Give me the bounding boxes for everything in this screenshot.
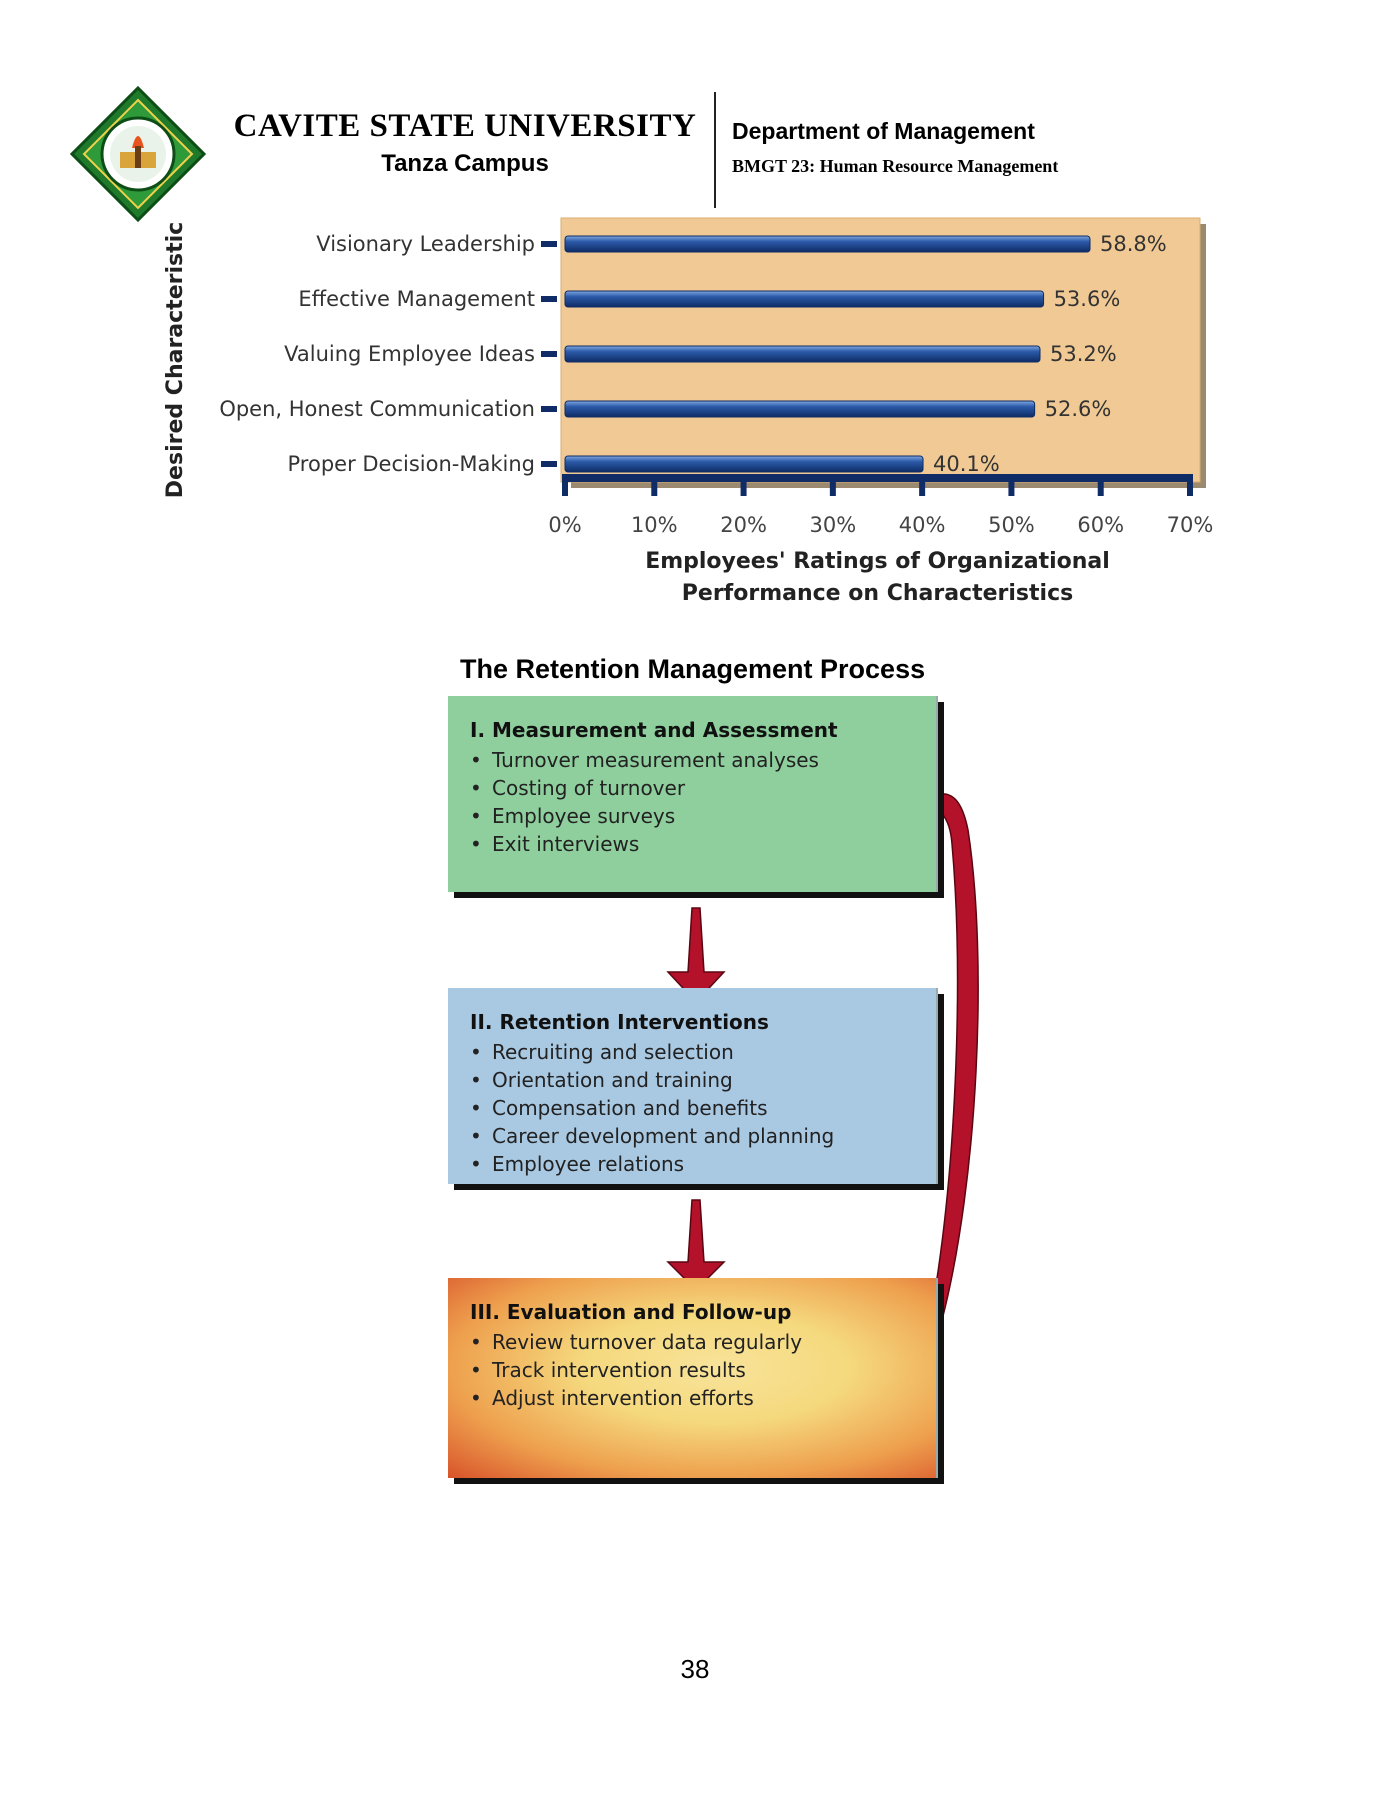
- x-tick-label: 70%: [1167, 513, 1214, 537]
- process-title: The Retention Management Process: [460, 654, 926, 684]
- list-item: Adjust intervention efforts: [470, 1384, 916, 1412]
- x-axis-tick: [651, 474, 658, 496]
- x-axis-tick: [740, 474, 747, 496]
- bar-value-label: 53.6%: [1054, 287, 1121, 311]
- x-tick-label: 30%: [810, 513, 857, 537]
- x-axis-tick: [919, 474, 926, 496]
- list-item: Recruiting and selection: [470, 1038, 916, 1066]
- list-item: Orientation and training: [470, 1066, 916, 1094]
- bar-value-label: 58.8%: [1100, 232, 1167, 256]
- page-number: 38: [680, 1654, 710, 1684]
- bar: [564, 345, 1041, 363]
- list-item: Career development and planning: [470, 1122, 916, 1150]
- stage-items: Review turnover data regularly Track int…: [470, 1328, 916, 1412]
- bar-value-label: 53.2%: [1050, 342, 1117, 366]
- x-tick-label: 0%: [548, 513, 581, 537]
- header-divider: [714, 92, 716, 208]
- university-seal-icon: [70, 86, 206, 222]
- category-tick: [541, 241, 557, 247]
- stage-measurement-assessment: I. Measurement and Assessment Turnover m…: [448, 696, 938, 892]
- category-tick: [541, 406, 557, 412]
- list-item: Turnover measurement analyses: [470, 746, 916, 774]
- category-label: Valuing Employee Ideas: [284, 342, 535, 366]
- bar-value-label: 40.1%: [933, 452, 1000, 476]
- list-item: Costing of turnover: [470, 774, 916, 802]
- category-label: Proper Decision-Making: [288, 452, 535, 476]
- x-axis-tick: [1008, 474, 1015, 496]
- list-item: Track intervention results: [470, 1356, 916, 1384]
- x-axis-tick: [829, 474, 836, 496]
- list-item: Exit interviews: [470, 830, 916, 858]
- stage-evaluation-follow-up: III. Evaluation and Follow-up Review tur…: [448, 1278, 938, 1478]
- x-axis-title-line-2: Performance on Characteristics: [682, 581, 1073, 606]
- x-axis-tick: [1097, 474, 1104, 496]
- stage-items: Turnover measurement analyses Costing of…: [470, 746, 916, 858]
- department-name: Department of Management: [732, 118, 1035, 144]
- y-axis-title: Desired Characteristic: [163, 222, 188, 498]
- list-item: Employee surveys: [470, 802, 916, 830]
- stage-retention-interventions: II. Retention Interventions Recruiting a…: [448, 988, 938, 1184]
- down-arrow-2-icon: [666, 1199, 726, 1292]
- category-tick: [541, 461, 557, 467]
- list-item: Compensation and benefits: [470, 1094, 916, 1122]
- x-axis-title-line-1: Employees' Ratings of Organizational: [645, 549, 1110, 574]
- bar: [564, 235, 1091, 253]
- x-tick-label: 60%: [1077, 513, 1124, 537]
- bar: [564, 290, 1045, 308]
- x-axis-tick: [1187, 474, 1193, 496]
- bar: [564, 455, 924, 473]
- x-axis-line: [565, 474, 1192, 482]
- x-tick-label: 50%: [988, 513, 1035, 537]
- ratings-bar-chart: Desired Characteristic Visionary Leadersh…: [163, 217, 1214, 606]
- category-label: Effective Management: [298, 287, 535, 311]
- list-item: Review turnover data regularly: [470, 1328, 916, 1356]
- category-label: Open, Honest Communication: [219, 397, 535, 421]
- stage-heading: III. Evaluation and Follow-up: [470, 1300, 792, 1324]
- category-label: Visionary Leadership: [316, 232, 535, 256]
- x-tick-label: 10%: [631, 513, 678, 537]
- x-tick-label: 40%: [899, 513, 946, 537]
- university-name: CAVITE STATE UNIVERSITY: [233, 108, 697, 144]
- bar: [564, 400, 1036, 418]
- x-tick-label: 20%: [720, 513, 767, 537]
- stage-heading: II. Retention Interventions: [470, 1010, 769, 1034]
- stage-heading: I. Measurement and Assessment: [470, 718, 838, 742]
- stage-items: Recruiting and selection Orientation and…: [470, 1038, 916, 1178]
- list-item: Employee relations: [470, 1150, 916, 1178]
- x-axis-tick: [562, 474, 568, 496]
- course-title: BMGT 23: Human Resource Management: [732, 156, 1059, 176]
- campus-name: Tanza Campus: [381, 150, 549, 177]
- category-tick: [541, 296, 557, 302]
- down-arrow-1-icon: [666, 907, 726, 1004]
- bar-value-label: 52.6%: [1045, 397, 1112, 421]
- category-tick: [541, 351, 557, 357]
